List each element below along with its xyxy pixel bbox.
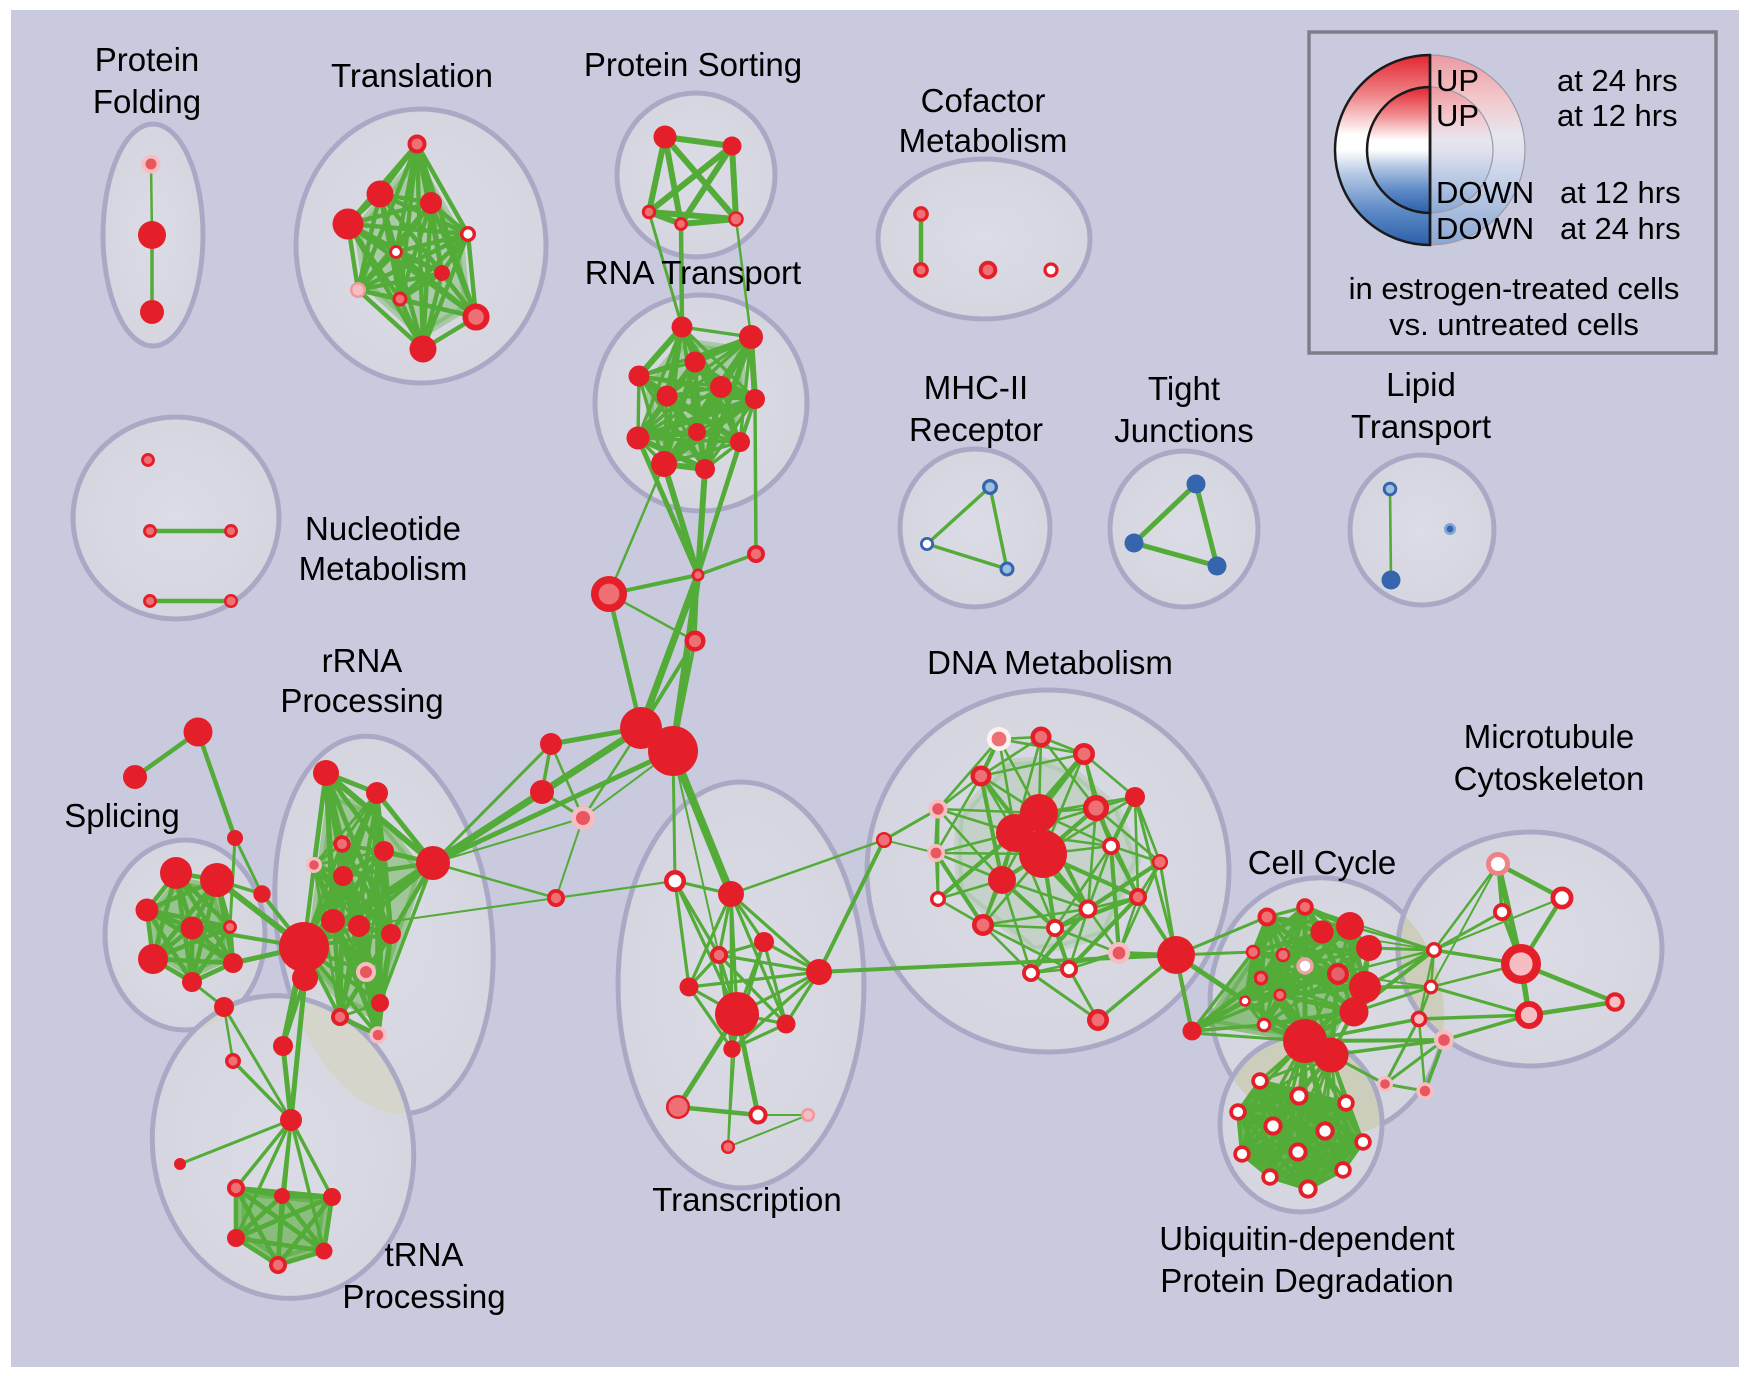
svg-text:MHC-II: MHC-II — [924, 369, 1028, 406]
svg-text:Lipid: Lipid — [1386, 366, 1456, 403]
svg-text:Protein Degradation: Protein Degradation — [1160, 1262, 1454, 1299]
svg-text:DOWN: DOWN — [1436, 211, 1534, 246]
svg-text:Metabolism: Metabolism — [299, 550, 468, 587]
svg-text:vs. untreated cells: vs. untreated cells — [1389, 307, 1639, 342]
svg-text:Protein Sorting: Protein Sorting — [584, 46, 802, 83]
svg-text:UP: UP — [1436, 98, 1479, 133]
svg-text:Folding: Folding — [93, 83, 201, 120]
svg-text:Receptor: Receptor — [909, 411, 1043, 448]
svg-text:Translation: Translation — [331, 57, 493, 94]
svg-text:tRNA: tRNA — [385, 1236, 464, 1273]
svg-text:Cytoskeleton: Cytoskeleton — [1454, 760, 1645, 797]
svg-text:at 24 hrs: at 24 hrs — [1560, 211, 1681, 246]
svg-text:Cofactor: Cofactor — [921, 82, 1046, 119]
svg-text:DNA Metabolism: DNA Metabolism — [927, 644, 1173, 681]
svg-text:rRNA: rRNA — [322, 642, 403, 679]
svg-text:Microtubule: Microtubule — [1464, 718, 1635, 755]
svg-text:RNA Transport: RNA Transport — [585, 254, 801, 291]
svg-text:Protein: Protein — [95, 41, 200, 78]
svg-text:Cell Cycle: Cell Cycle — [1248, 844, 1397, 881]
svg-text:Transcription: Transcription — [652, 1181, 842, 1218]
svg-text:Junctions: Junctions — [1114, 412, 1253, 449]
svg-text:Tight: Tight — [1148, 370, 1220, 407]
svg-text:UP: UP — [1436, 63, 1479, 98]
svg-text:Metabolism: Metabolism — [899, 122, 1068, 159]
svg-text:in estrogen-treated cells: in estrogen-treated cells — [1349, 271, 1680, 306]
svg-text:Splicing: Splicing — [64, 797, 180, 834]
svg-text:at 12 hrs: at 12 hrs — [1560, 175, 1681, 210]
svg-text:Processing: Processing — [342, 1278, 505, 1315]
svg-text:at 24 hrs: at 24 hrs — [1557, 63, 1678, 98]
svg-text:Ubiquitin-dependent: Ubiquitin-dependent — [1159, 1220, 1454, 1257]
svg-text:Transport: Transport — [1351, 408, 1491, 445]
svg-text:DOWN: DOWN — [1436, 175, 1534, 210]
svg-text:at 12 hrs: at 12 hrs — [1557, 98, 1678, 133]
svg-text:Processing: Processing — [280, 682, 443, 719]
svg-text:Nucleotide: Nucleotide — [305, 510, 461, 547]
